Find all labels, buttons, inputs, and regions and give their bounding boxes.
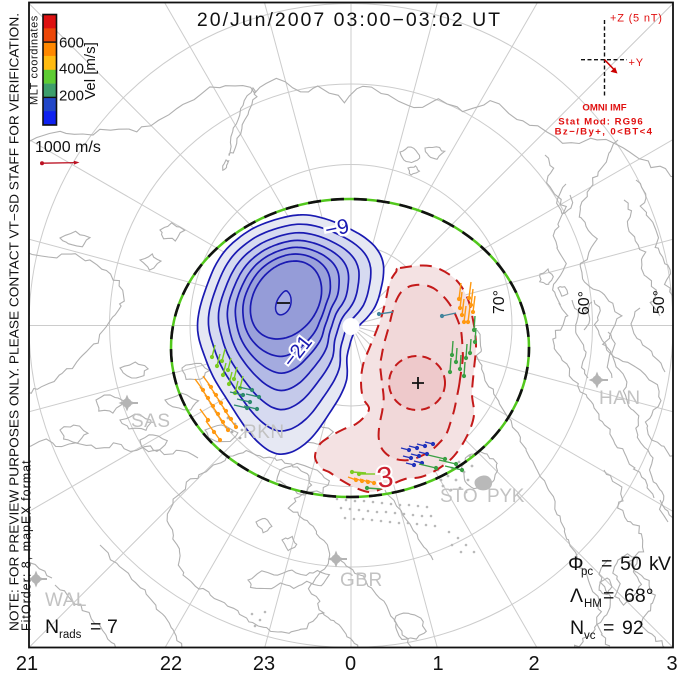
svg-text:0: 0 xyxy=(345,653,356,674)
svg-text:−9: −9 xyxy=(323,215,351,242)
svg-text:RKN: RKN xyxy=(243,422,285,443)
svg-text:+Y: +Y xyxy=(629,57,644,69)
svg-text:pc: pc xyxy=(581,566,593,578)
svg-text:=: = xyxy=(603,617,614,639)
svg-text:kV: kV xyxy=(649,553,671,575)
svg-text:200: 200 xyxy=(59,88,84,105)
svg-text:N: N xyxy=(45,616,59,638)
svg-text:Λ: Λ xyxy=(570,585,583,607)
svg-text:50: 50 xyxy=(620,553,642,575)
svg-text:STO: STO xyxy=(440,486,477,507)
svg-text:400: 400 xyxy=(59,61,84,78)
svg-text:22: 22 xyxy=(160,653,182,674)
svg-text:1000 m/s: 1000 m/s xyxy=(35,139,101,156)
svg-text:21: 21 xyxy=(16,653,38,674)
svg-text:rads: rads xyxy=(59,629,82,641)
svg-text:68°: 68° xyxy=(624,585,654,607)
svg-text:600: 600 xyxy=(59,35,84,52)
svg-text:GBR: GBR xyxy=(340,570,383,591)
svg-text:Stat Mod: RG96: Stat Mod: RG96 xyxy=(558,116,643,127)
svg-text:OMNI IMF: OMNI IMF xyxy=(582,103,626,114)
svg-text:2: 2 xyxy=(528,653,539,674)
svg-text:70°: 70° xyxy=(491,290,508,314)
svg-text:23: 23 xyxy=(253,653,275,674)
svg-text:HM: HM xyxy=(584,598,602,610)
svg-text:HAN: HAN xyxy=(599,388,641,409)
svg-text:PYK: PYK xyxy=(487,486,525,507)
svg-text:SAS: SAS xyxy=(131,411,171,432)
svg-text:=: = xyxy=(601,553,612,575)
svg-text:1: 1 xyxy=(432,653,443,674)
svg-text:vc: vc xyxy=(584,630,596,642)
svg-text:FitOrder: 8, mapEX format: FitOrder: 8, mapEX format xyxy=(20,459,34,631)
svg-text:50°: 50° xyxy=(651,290,668,314)
svg-text:Vel [m/s]: Vel [m/s] xyxy=(82,42,99,100)
svg-text:MLT coordinates: MLT coordinates xyxy=(29,15,41,105)
svg-text:WAL: WAL xyxy=(45,590,87,611)
svg-text:60°: 60° xyxy=(576,291,593,315)
svg-text:Bz−/By+, 0<BT<4: Bz−/By+, 0<BT<4 xyxy=(555,127,654,138)
svg-text:=: = xyxy=(90,616,101,638)
svg-text:=: = xyxy=(603,585,614,607)
svg-text:NOTE: FOR PREVIEW PURPOSES ONL: NOTE: FOR PREVIEW PURPOSES ONLY. PLEASE … xyxy=(8,13,22,631)
svg-text:Φ: Φ xyxy=(568,553,584,575)
svg-text:3: 3 xyxy=(666,653,677,674)
svg-text:+Z (5 nT): +Z (5 nT) xyxy=(610,13,663,25)
svg-text:92: 92 xyxy=(622,617,644,639)
svg-text:7: 7 xyxy=(107,616,118,638)
svg-text:20/Jun/2007 03:00−03:02 UT: 20/Jun/2007 03:00−03:02 UT xyxy=(197,9,502,31)
svg-text:N: N xyxy=(570,617,584,639)
